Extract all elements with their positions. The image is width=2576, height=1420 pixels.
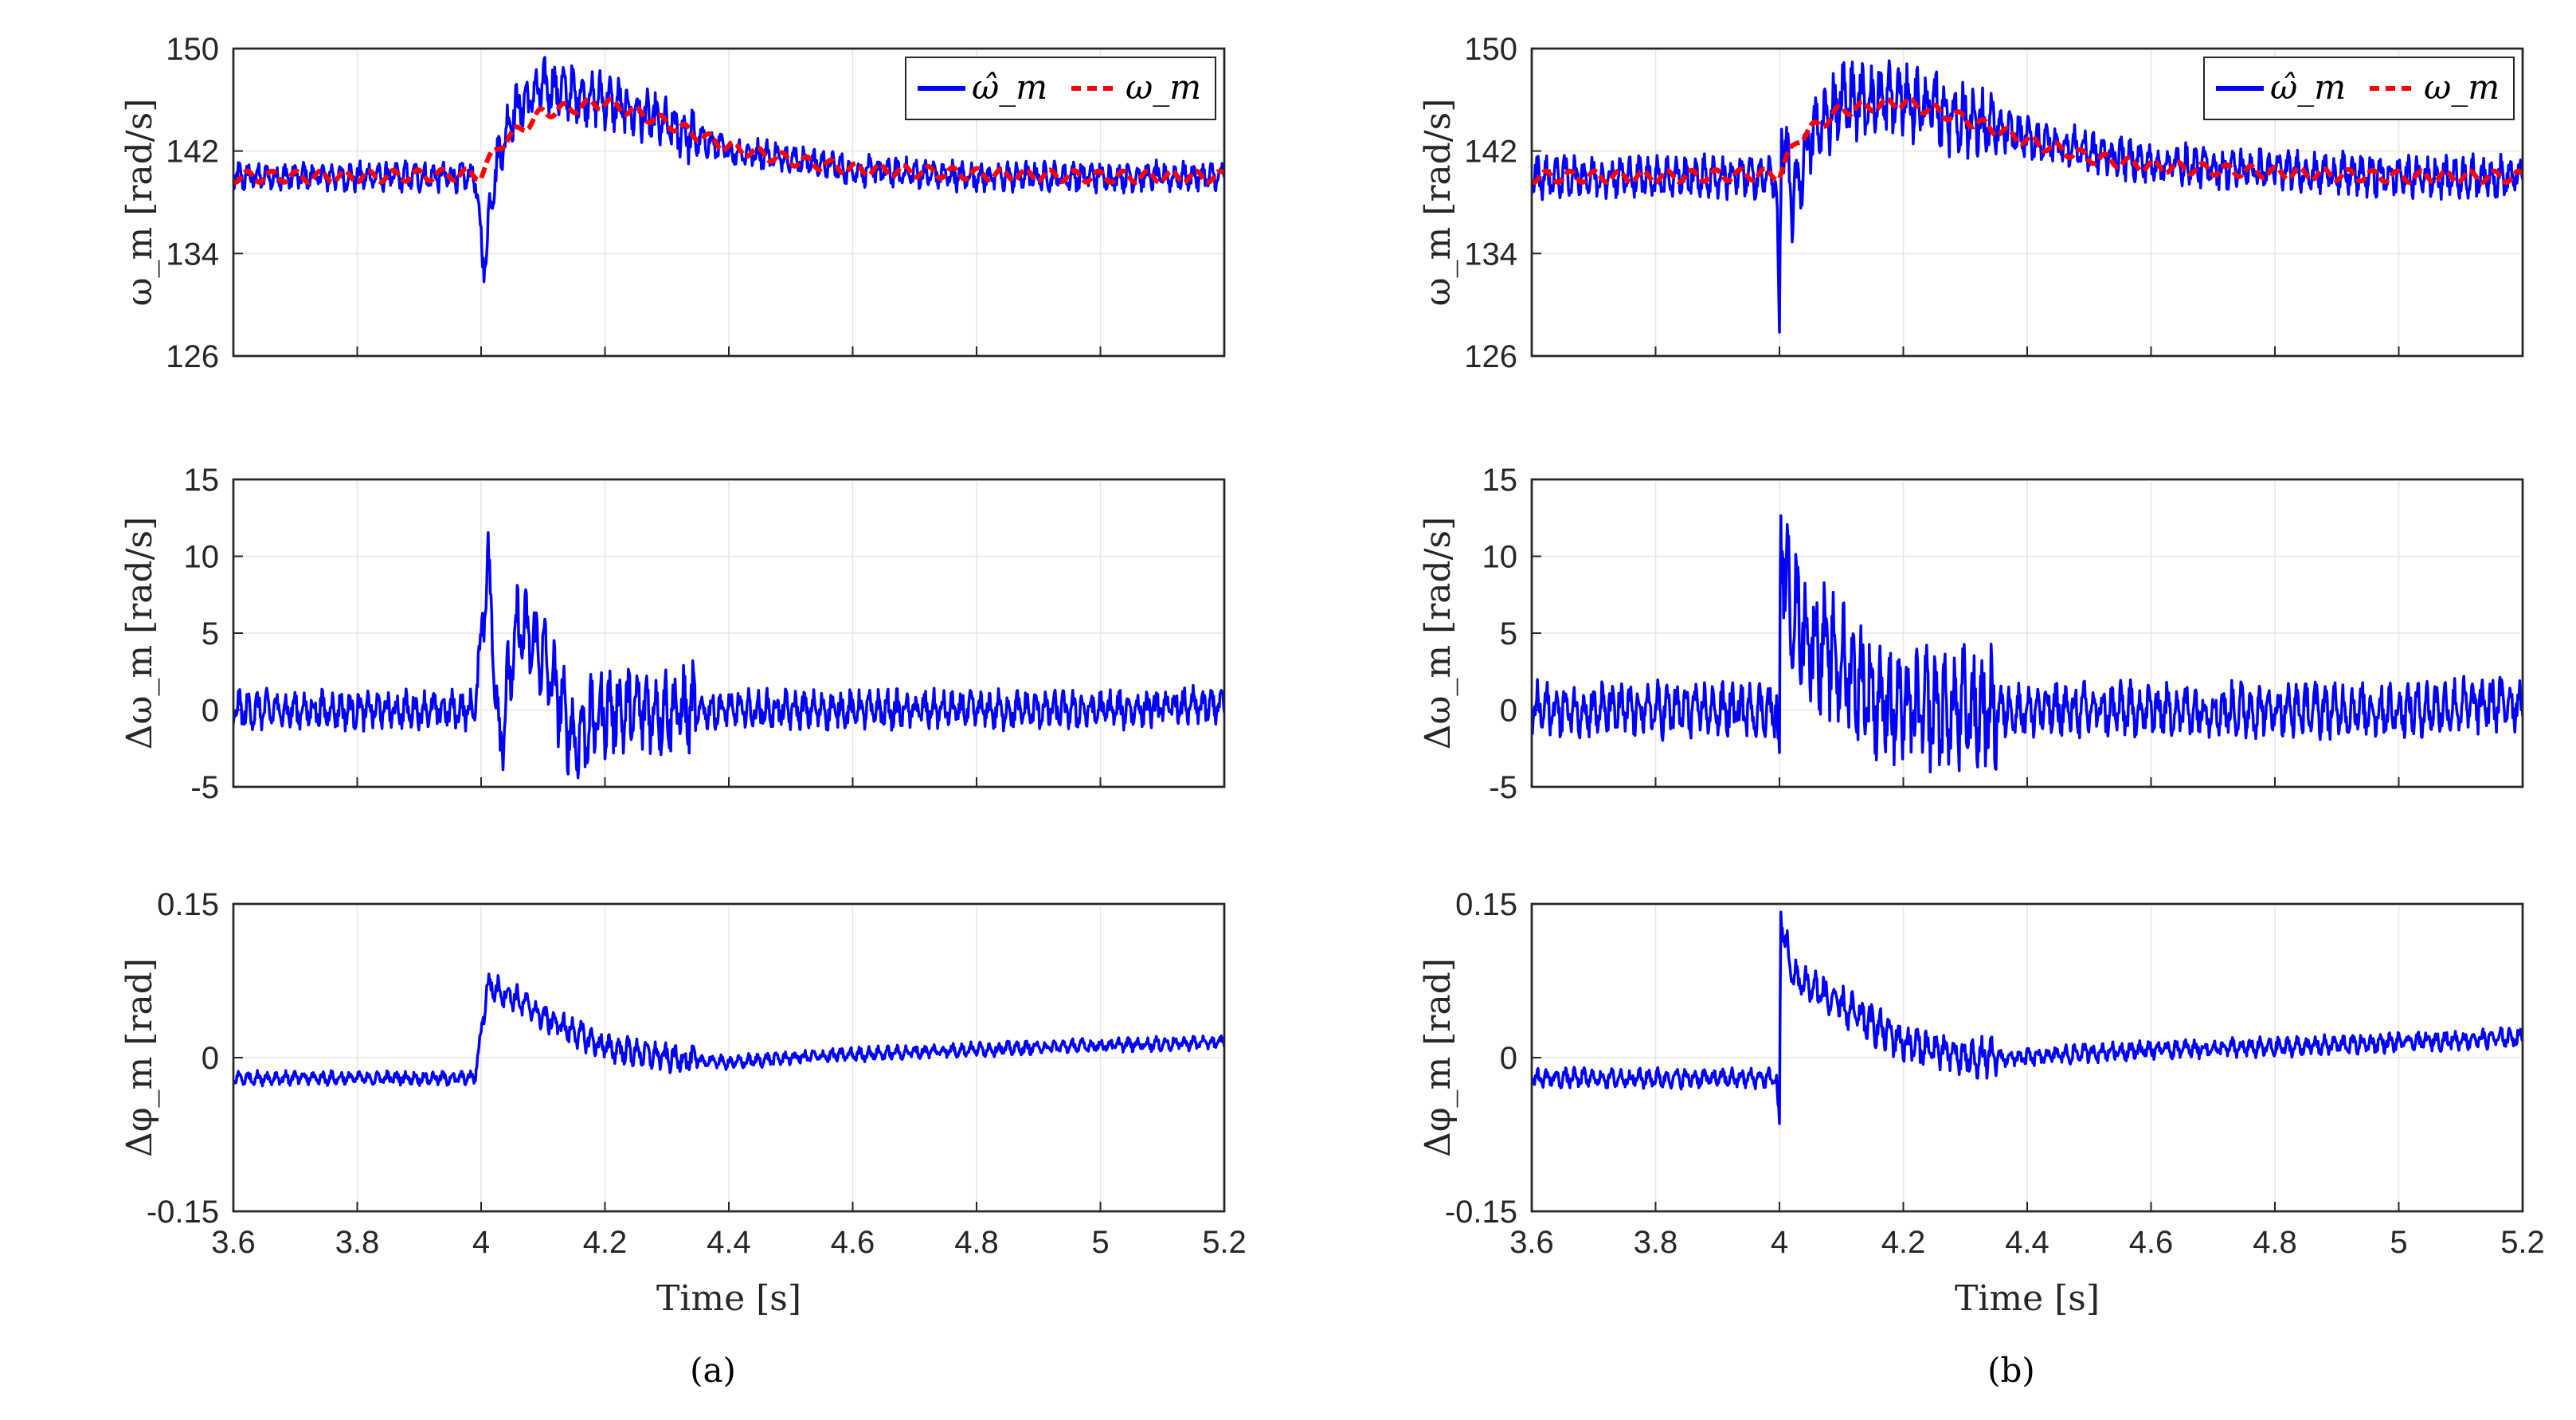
series-line-estimated [233, 530, 1224, 780]
plot-5 [1532, 910, 2523, 1125]
y-tick-label: -0.15 [147, 1195, 219, 1230]
x-tick-label: 3.8 [335, 1225, 380, 1260]
y-tick-label: 0.15 [1455, 887, 1517, 922]
y-tick-label: -0.15 [1445, 1195, 1517, 1230]
series-line-estimated [1532, 59, 2523, 334]
ylabel-b1: ω_m [rad/s] [1418, 99, 1458, 307]
x-tick-label: 5.2 [1202, 1225, 1247, 1260]
y-tick-label: 15 [1482, 463, 1518, 498]
y-tick-label: 5 [202, 616, 219, 651]
xlabel-b: Time [s] [1955, 1278, 2100, 1319]
axes-frame [1530, 47, 2524, 358]
y-tick-label: 142 [166, 135, 219, 170]
x-tick-label: 5 [2390, 1225, 2407, 1260]
plot-3 [1532, 59, 2523, 334]
y-tick-label: 10 [1482, 540, 1518, 575]
y-tick-label: -5 [190, 770, 219, 805]
y-tick-label: 10 [184, 540, 220, 575]
legend-a-label-meas: ω_m [1126, 68, 1201, 107]
caption-b: (b) [1987, 1351, 2035, 1390]
y-tick-label: 0 [1500, 694, 1517, 729]
x-tick-label: 3.6 [211, 1225, 256, 1260]
x-tick-label: 3.8 [1634, 1225, 1678, 1260]
ylabel-a2: Δω_m [rad/s] [119, 517, 160, 750]
y-tick-label: 150 [1464, 32, 1517, 67]
x-tick-label: 4.6 [2129, 1225, 2174, 1260]
x-tick-label: 3.6 [1509, 1225, 1554, 1260]
legend-a: ω̂_m ω_m [905, 57, 1216, 120]
x-tick-label: 4 [472, 1225, 490, 1260]
axes-frame [1530, 902, 2524, 1213]
xlabel-a: Time [s] [656, 1278, 801, 1319]
y-tick-label: 150 [166, 32, 219, 67]
x-tick-label: 5.2 [2500, 1225, 2545, 1260]
x-tick-label: 4.8 [2253, 1225, 2297, 1260]
legend-b-label-meas: ω_m [2424, 68, 2500, 107]
y-tick-label: 5 [1500, 616, 1517, 651]
x-tick-label: 4.2 [583, 1225, 628, 1260]
axes-frame [232, 902, 1226, 1213]
ylabel-b2: Δω_m [rad/s] [1418, 517, 1458, 750]
y-tick-label: 0 [202, 694, 219, 729]
ylabel-b3: Δφ_m [rad] [1418, 958, 1458, 1157]
x-tick-label: 4.2 [1881, 1225, 1926, 1260]
legend-b: ω̂_m ω_m [2203, 57, 2515, 120]
plot-0 [233, 56, 1224, 284]
x-tick-label: 4.4 [2005, 1225, 2049, 1260]
axes-frame [1530, 478, 2524, 788]
series-line-estimated [1532, 910, 2523, 1125]
legend-b-label-est: ω̂_m [2270, 68, 2346, 107]
plot-2 [233, 972, 1224, 1088]
series-line-estimated [1532, 514, 2523, 774]
series-line-measured [233, 96, 1224, 186]
caption-a: (a) [690, 1351, 736, 1390]
series-line-measured [1532, 96, 2523, 186]
y-tick-label: 134 [166, 237, 219, 272]
y-tick-label: 0.15 [157, 887, 219, 922]
axes-frame [232, 47, 1226, 358]
x-tick-label: 5 [1091, 1225, 1109, 1260]
plot-4 [1532, 514, 2523, 774]
x-tick-label: 4 [1771, 1225, 1788, 1260]
plot-1 [233, 530, 1224, 780]
y-tick-label: 126 [166, 339, 219, 374]
series-line-estimated [233, 972, 1224, 1088]
y-tick-label: -5 [1489, 770, 1517, 805]
legend-a-label-est: ω̂_m [972, 68, 1047, 107]
axes-frame [232, 478, 1226, 788]
y-tick-label: 134 [1464, 237, 1517, 272]
y-tick-label: 0 [1500, 1041, 1517, 1076]
y-tick-label: 142 [1464, 135, 1517, 170]
y-tick-label: 15 [184, 463, 220, 498]
ylabel-a1: ω_m [rad/s] [119, 99, 160, 307]
y-tick-label: 126 [1464, 339, 1517, 374]
x-tick-label: 4.8 [954, 1225, 999, 1260]
x-tick-label: 4.6 [831, 1225, 875, 1260]
x-tick-label: 4.4 [707, 1225, 751, 1260]
ylabel-a3: Δφ_m [rad] [119, 958, 160, 1157]
y-tick-label: 0 [202, 1041, 219, 1076]
